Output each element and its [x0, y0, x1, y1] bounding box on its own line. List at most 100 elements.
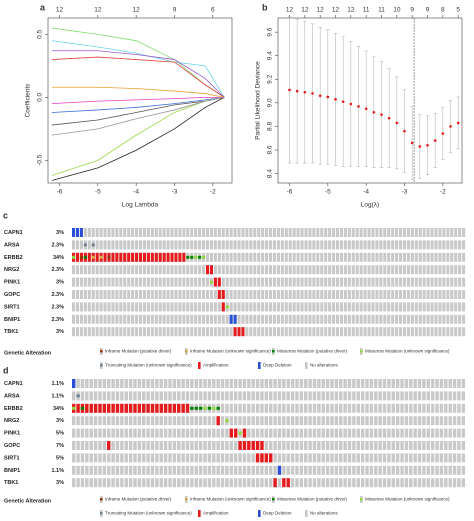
sample-cell: [454, 290, 458, 299]
sample-cell: [225, 240, 229, 250]
sample-cell: [233, 240, 237, 250]
sample-cell: [91, 265, 95, 275]
sample-cell: [89, 441, 93, 450]
sample-cell: [454, 240, 458, 250]
sample-cell: [216, 441, 220, 450]
sample-cell: [367, 277, 371, 287]
sample-cell: [383, 228, 387, 237]
sample-cell: [438, 327, 442, 337]
sample-cell: [312, 403, 317, 413]
sample-cell: [276, 302, 280, 312]
sample-cell: [265, 265, 269, 275]
sample-cell: [205, 240, 210, 250]
sample-cell: [359, 277, 363, 287]
sample-cell: [83, 290, 87, 299]
sample-cell: [79, 240, 83, 250]
sample-cell: [202, 314, 206, 324]
sample-cell: [387, 441, 391, 450]
sample-cell: [347, 478, 352, 488]
sample-cell: [290, 465, 295, 475]
sample-cell: [387, 252, 391, 262]
sample-cell: [142, 391, 146, 401]
sample-cell: [418, 228, 422, 237]
sample-cell: [454, 277, 458, 287]
sample-cell: [185, 428, 190, 438]
mutation-mark: [238, 431, 242, 435]
sample-cell: [317, 441, 321, 450]
deviance-point: [372, 110, 376, 114]
sample-cell: [212, 441, 216, 450]
sample-cell: [177, 478, 181, 488]
sample-cell: [154, 265, 158, 275]
sample-cell: [72, 428, 76, 438]
sample-cell: [185, 416, 190, 426]
sample-cell: [212, 478, 216, 488]
sample-cell: [133, 379, 137, 388]
sample-cell: [154, 327, 158, 337]
sample-cell: [325, 441, 330, 450]
sample-cell: [127, 314, 131, 324]
sample-cell: [450, 240, 454, 250]
sample-cell: [245, 265, 249, 275]
sample-cell: [439, 403, 444, 413]
sample-cell: [375, 277, 379, 287]
sample-cell: [253, 252, 257, 262]
sample-cell: [383, 290, 387, 299]
sample-cell: [103, 228, 107, 237]
sample-cell: [325, 416, 330, 426]
sample-cell: [426, 228, 430, 237]
gene-percent: 2.3%: [51, 242, 64, 248]
sample-cell: [312, 314, 316, 324]
sample-cell: [124, 478, 128, 488]
sample-cell: [409, 391, 413, 401]
sample-cell: [159, 428, 163, 438]
sample-cell: [241, 265, 245, 275]
sample-cell: [111, 428, 115, 438]
sample-cell: [127, 228, 131, 237]
sample-cell: [255, 391, 260, 401]
sample-cell: [264, 391, 269, 401]
sample-cell: [422, 290, 426, 299]
sample-cell: [181, 391, 185, 401]
sample-cell: [225, 391, 229, 401]
sample-cell: [332, 265, 336, 275]
sample-cell: [282, 403, 286, 413]
sample-cell: [365, 465, 369, 475]
sample-cell: [299, 465, 304, 475]
sample-cell: [76, 416, 80, 426]
sample-cell: [454, 252, 458, 262]
sample-cell: [107, 416, 111, 426]
sample-cell: [317, 453, 321, 463]
sample-cell: [255, 478, 260, 488]
sample-cell: [103, 240, 107, 250]
sample-cell: [458, 314, 462, 324]
sample-cell: [295, 441, 299, 450]
sample-cell: [205, 290, 210, 299]
sample-cell: [316, 265, 320, 275]
sample-cell: [138, 314, 143, 324]
sample-cell: [181, 478, 185, 488]
sample-cell: [238, 478, 242, 488]
alteration-cell: [72, 228, 76, 237]
sample-cell: [221, 265, 225, 275]
mutation-mark: [91, 243, 95, 247]
sample-cell: [115, 441, 120, 450]
sample-cell: [300, 240, 304, 250]
sample-cell: [269, 252, 273, 262]
sample-cell: [371, 265, 375, 275]
sample-cell: [347, 252, 351, 262]
sample-cell: [339, 465, 343, 475]
sample-cell: [198, 302, 202, 312]
sample-cell: [247, 465, 251, 475]
sample-cell: [363, 290, 367, 299]
y-tick-label: 9.6: [267, 27, 274, 36]
sample-cell: [339, 240, 343, 250]
top-tick-label: 12: [133, 7, 141, 14]
sample-cell: [249, 327, 253, 337]
sample-cell: [89, 416, 93, 426]
sample-cell: [225, 327, 229, 337]
sample-cell: [414, 327, 418, 337]
sample-cell: [351, 265, 355, 275]
sample-cell: [198, 478, 203, 488]
sample-cell: [247, 379, 251, 388]
